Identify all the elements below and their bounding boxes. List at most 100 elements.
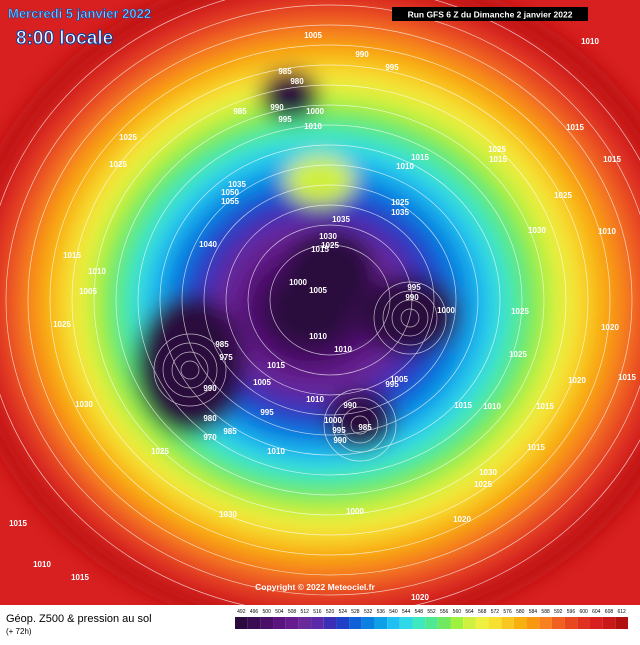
isobar — [350, 415, 370, 435]
isobar-label: 1040 — [199, 240, 217, 249]
isobar-label: 1015 — [618, 373, 636, 382]
isobar-label: 1025 — [109, 160, 127, 169]
isobar — [181, 164, 479, 436]
isobar — [225, 204, 435, 396]
isobar-label: 1000 — [289, 278, 307, 287]
forecast-time: 8:00 locale — [16, 28, 113, 49]
isobar — [5, 4, 640, 596]
high-center — [285, 155, 355, 205]
scale-label: 540 — [389, 609, 398, 615]
scale-swatch — [551, 617, 565, 629]
scale-swatch — [387, 617, 400, 629]
scale-label: 504 — [275, 609, 284, 615]
scale-swatch — [437, 617, 451, 629]
scale-swatch — [539, 617, 552, 629]
scale-label: 564 — [465, 609, 474, 615]
isobar-label: 975 — [219, 353, 233, 362]
scale-swatch — [399, 617, 413, 629]
scale-label: 556 — [440, 609, 449, 615]
isobar-label: 990 — [270, 103, 284, 112]
run-box — [392, 7, 588, 21]
scale-swatch — [425, 617, 438, 629]
scale-swatch — [412, 617, 426, 629]
isobar-label: 1005 — [304, 31, 322, 40]
isobar — [203, 184, 457, 416]
isobar — [341, 406, 379, 444]
scale-label: 544 — [402, 609, 411, 615]
scale-label: 568 — [478, 609, 487, 615]
isobar-label: 1025 — [488, 145, 506, 154]
isobar-label: 1010 — [304, 122, 322, 131]
isobar — [137, 124, 523, 476]
scale-label: 580 — [516, 609, 525, 615]
isobar-label: 995 — [385, 63, 399, 72]
isobar-label: 1030 — [219, 510, 237, 519]
low-center — [135, 295, 245, 435]
isobar-label: 1030 — [319, 232, 337, 241]
scale-swatch — [488, 617, 502, 629]
isobar-label: 1015 — [566, 123, 584, 132]
scale-label: 496 — [250, 609, 259, 615]
isobar-label: 1015 — [527, 443, 545, 452]
isobar-label: 970 — [203, 433, 217, 442]
isobar — [93, 84, 567, 516]
isobar-label: 1020 — [453, 515, 471, 524]
scale-swatch — [526, 617, 540, 629]
isobar-label: 1025 — [53, 320, 71, 329]
scale-label: 584 — [529, 609, 538, 615]
isobar — [71, 64, 589, 536]
isobar — [391, 299, 429, 337]
isobar-label: 1000 — [324, 416, 342, 425]
isobar-label: 1005 — [253, 378, 271, 387]
isobar-label: 1025 — [151, 447, 169, 456]
low-center — [260, 70, 320, 120]
scale-swatch — [323, 617, 337, 629]
isobar-label: 990 — [405, 293, 419, 302]
color-scale: 492 496 500 504 508 512 516 520 524 528 532 536 540 5… — [235, 609, 628, 629]
isobar — [400, 308, 420, 328]
scale-label: 600 — [579, 609, 588, 615]
isobar-label: 995 — [332, 426, 346, 435]
isobar-label: 1000 — [346, 507, 364, 516]
scale-swatch — [298, 617, 312, 629]
isobar-label: 990 — [203, 384, 217, 393]
isobar-label: 1010 — [88, 267, 106, 276]
scale-label: 508 — [288, 609, 297, 615]
isobar-label: 1025 — [509, 350, 527, 359]
isobar-label: 1015 — [489, 155, 507, 164]
run-info: Run GFS 6 Z du Dimanche 2 janvier 2022 — [408, 9, 573, 19]
isobar-label: 1010 — [309, 332, 327, 341]
isobar-label: 1020 — [411, 593, 429, 602]
scale-label: 524 — [339, 609, 348, 615]
scale-label: 552 — [427, 609, 436, 615]
low-center — [285, 230, 375, 310]
isobar-label: 1055 — [221, 197, 239, 206]
scale-label: 536 — [377, 609, 386, 615]
scale-swatch — [463, 617, 476, 629]
scale-swatch — [450, 617, 464, 629]
isobar-label: 1005 — [309, 286, 327, 295]
isobar-label: 1030 — [528, 226, 546, 235]
scale-label: 596 — [567, 609, 576, 615]
isobar-label: 1015 — [411, 153, 429, 162]
isobar-label: 1010 — [396, 162, 414, 171]
scale-label: 512 — [301, 609, 310, 615]
isobar-label: 1000 — [306, 107, 324, 116]
lead-time: (+ 72h) — [6, 627, 32, 636]
isobar-label: 985 — [278, 67, 292, 76]
scale-swatch — [374, 617, 388, 629]
isobar-label: 1010 — [483, 402, 501, 411]
isobar-label: 1025 — [511, 307, 529, 316]
isobar-label: 1025 — [119, 133, 137, 142]
scale-swatch — [475, 617, 489, 629]
isobar-label: 995 — [278, 115, 292, 124]
isobar-label: 990 — [343, 401, 357, 410]
isobar-label: 985 — [358, 423, 372, 432]
scale-swatch — [615, 617, 628, 629]
isobar-label: 1015 — [267, 361, 285, 370]
scale-swatch — [577, 617, 590, 629]
scale-swatch — [311, 617, 324, 629]
isobar-label: 995 — [260, 408, 274, 417]
